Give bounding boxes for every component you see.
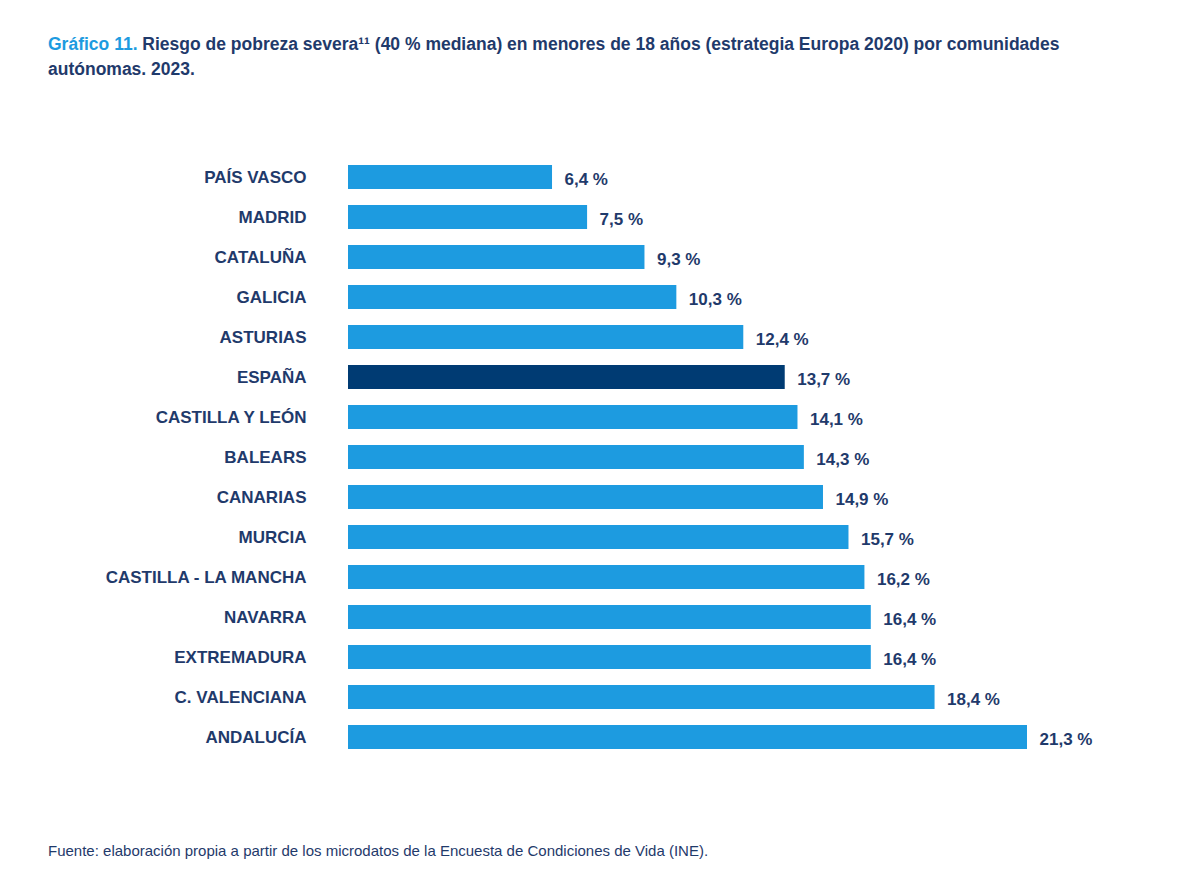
html-text:Gráfico 11. Riesgo de pobreza: Gráfico 11. Riesgo de pobreza severa¹¹ (…	[48, 34, 1060, 79]
svg-text:EXTREMADURA: EXTREMADURA	[174, 648, 306, 667]
svg-text:6,4 %: 6,4 %	[565, 170, 608, 189]
svg-text:CASTILLA Y LEÓN: CASTILLA Y LEÓN	[156, 408, 307, 427]
svg-text:16,4 %: 16,4 %	[883, 610, 936, 629]
svg-text:16,4 %: 16,4 %	[883, 650, 936, 669]
svg-text:MURCIA: MURCIA	[239, 528, 307, 547]
svg-text:16,2 %: 16,2 %	[877, 570, 930, 589]
svg-text:ANDALUCÍA: ANDALUCÍA	[205, 728, 306, 747]
html-text:Fuente: elaboración propia a p: Fuente: elaboración propia a partir de l…	[48, 842, 709, 859]
svg-text:BALEARS: BALEARS	[224, 448, 306, 467]
svg-text:NAVARRA: NAVARRA	[224, 608, 306, 627]
svg-text:14,1 %: 14,1 %	[810, 410, 863, 429]
svg-text:9,3 %: 9,3 %	[657, 250, 700, 269]
svg-text:PAÍS VASCO: PAÍS VASCO	[204, 168, 306, 187]
svg-text:GALICIA: GALICIA	[237, 288, 307, 307]
svg-text:C. VALENCIANA: C. VALENCIANA	[175, 688, 307, 707]
svg-text:ESPAÑA: ESPAÑA	[237, 367, 307, 387]
svg-text:14,9 %: 14,9 %	[835, 490, 888, 509]
svg-text:CATALUÑA: CATALUÑA	[215, 247, 307, 267]
svg-text:13,7 %: 13,7 %	[797, 370, 850, 389]
svg-text:18,4 %: 18,4 %	[947, 690, 1000, 709]
svg-text:12,4 %: 12,4 %	[756, 330, 809, 349]
svg-text:CANARIAS: CANARIAS	[217, 488, 307, 507]
svg-text:10,3 %: 10,3 %	[689, 290, 742, 309]
svg-text:15,7 %: 15,7 %	[861, 530, 914, 549]
svg-text:ASTURIAS: ASTURIAS	[220, 328, 307, 347]
svg-text:14,3 %: 14,3 %	[816, 450, 869, 469]
svg-text:CASTILLA - LA MANCHA: CASTILLA - LA MANCHA	[106, 568, 307, 587]
svg-text:MADRID: MADRID	[239, 208, 307, 227]
svg-text:7,5 %: 7,5 %	[600, 210, 643, 229]
svg-text:21,3 %: 21,3 %	[1040, 730, 1093, 749]
